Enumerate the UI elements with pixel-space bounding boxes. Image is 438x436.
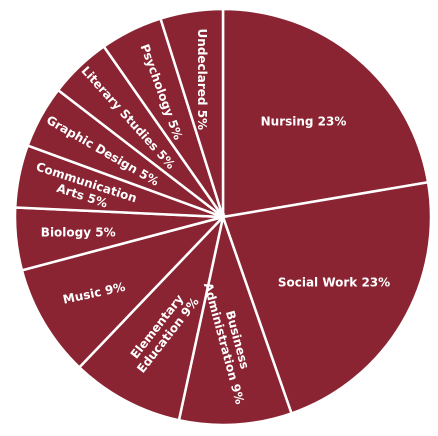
pie-label-social-work: Social Work 23% (278, 276, 390, 290)
pie-slice-nursing (223, 9, 428, 217)
pie-label-nursing: Nursing 23% (261, 115, 347, 129)
pie-label-biology: Biology 5% (41, 226, 116, 240)
pie-label-undeclared: Undeclared 5% (195, 29, 209, 131)
